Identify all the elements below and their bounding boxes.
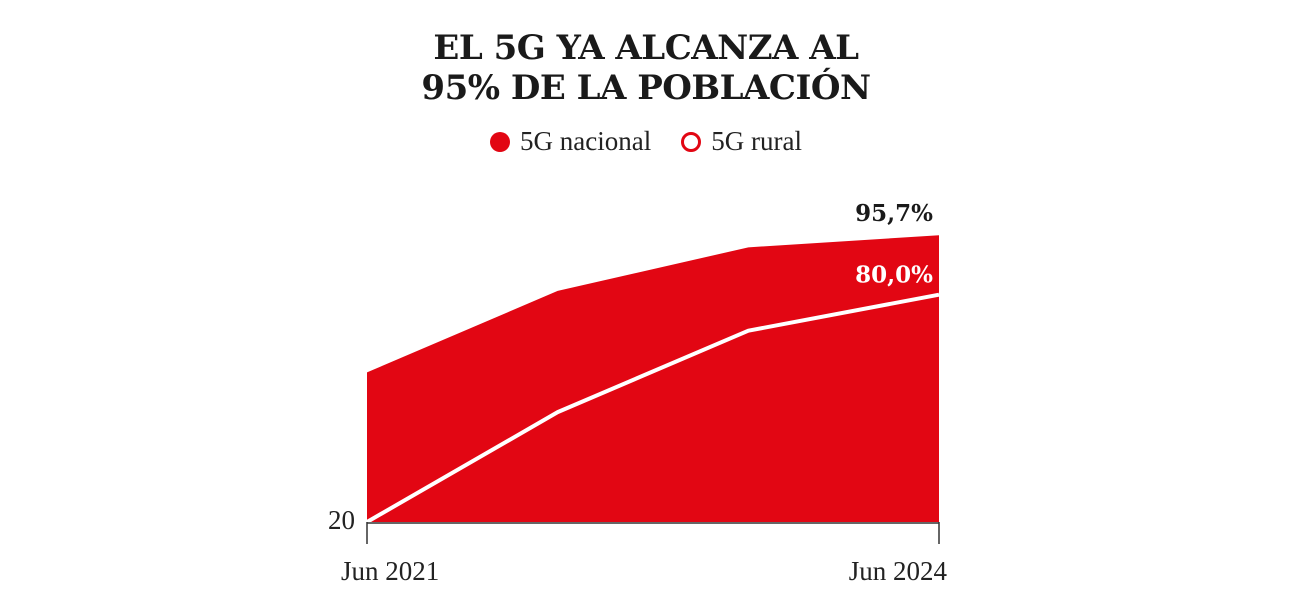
chart-title: EL 5G YA ALCANZA AL 95% DE LA POBLACIÓN — [0, 28, 1292, 108]
legend-item-rural: 5G rural — [681, 126, 802, 157]
data-label-nacional: 95,7% — [855, 200, 933, 227]
legend-item-nacional: 5G nacional — [490, 126, 651, 157]
x-tick-label: Jun 2024 — [849, 556, 948, 586]
legend: 5G nacional 5G rural — [0, 126, 1292, 157]
legend-label-nacional: 5G nacional — [520, 126, 652, 156]
title-line-2: 95% DE LA POBLACIÓN — [421, 68, 871, 108]
y-tick-label: 20 — [328, 505, 355, 535]
x-tick-label: Jun 2021 — [341, 556, 439, 586]
legend-label-rural: 5G rural — [711, 126, 802, 156]
data-label-rural: 80,0% — [855, 262, 933, 289]
legend-swatch-nacional — [490, 131, 511, 152]
title-line-1: EL 5G YA ALCANZA AL — [433, 28, 859, 68]
legend-swatch-rural — [681, 131, 702, 152]
line-5g-rural — [366, 292, 940, 524]
area-5g-nacional — [367, 235, 939, 522]
